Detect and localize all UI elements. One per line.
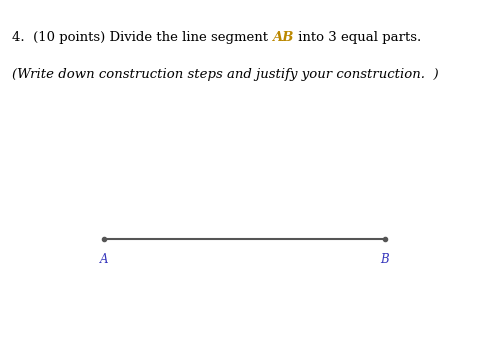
Text: AB: AB	[272, 31, 294, 43]
Text: 4.  (10 points) Divide the line segment: 4. (10 points) Divide the line segment	[12, 31, 272, 43]
Text: into 3 equal parts.: into 3 equal parts.	[294, 31, 421, 43]
Text: B: B	[380, 253, 389, 265]
Text: (Write down construction steps and justify your construction.  ): (Write down construction steps and justi…	[12, 68, 439, 81]
Text: A: A	[100, 253, 108, 265]
